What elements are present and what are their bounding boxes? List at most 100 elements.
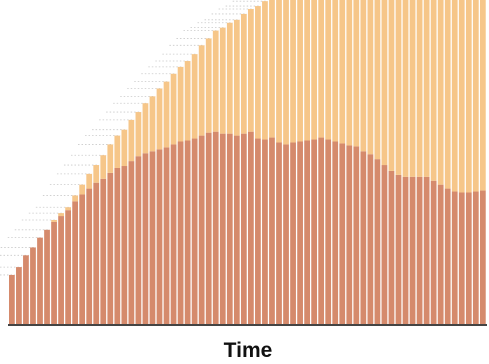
bar-segment-s2-42 <box>297 0 303 142</box>
bar-segment-s2-19 <box>135 112 142 157</box>
bar-segment-s2-44 <box>311 0 318 140</box>
bar-segment-s2-37 <box>262 1 268 140</box>
bar-segment-s2-46 <box>325 0 332 140</box>
bar-segment-s1-24 <box>170 144 177 324</box>
bar-segment-s1-56 <box>395 174 402 324</box>
bar-segment-s1-57 <box>402 176 409 324</box>
bar-segment-s2-39 <box>276 0 282 143</box>
bar-segment-s1-37 <box>262 139 268 324</box>
bar-segment-s1-42 <box>297 141 303 324</box>
bar-segment-s2-28 <box>198 45 205 136</box>
bar-segment-s2-11 <box>79 184 86 195</box>
bar-segment-s2-12 <box>86 173 93 189</box>
bar-segment-s1-16 <box>114 167 121 324</box>
bar-segment-s1-8 <box>58 216 64 324</box>
bar-segment-s1-11 <box>79 194 86 324</box>
bar-segment-s1-2 <box>16 267 22 324</box>
bar-segment-s1-7 <box>51 221 57 324</box>
bar-segment-s1-1 <box>9 274 15 324</box>
bar-segment-s2-55 <box>388 0 395 171</box>
bar-segment-s1-21 <box>149 151 156 324</box>
bar-segment-s1-33 <box>233 135 240 324</box>
bar-segment-s2-9 <box>65 207 71 211</box>
bar-segment-s2-61 <box>430 0 437 181</box>
bar-segment-s2-21 <box>149 96 156 152</box>
bar-segment-s1-12 <box>86 188 93 324</box>
bar-segment-s2-41 <box>290 0 296 143</box>
bar-segment-s1-10 <box>72 201 79 324</box>
bar-segment-s1-40 <box>283 144 289 324</box>
bar-segment-s2-20 <box>142 103 149 154</box>
bar-segment-s1-29 <box>205 132 212 324</box>
bar-segment-s2-30 <box>212 30 219 132</box>
bar-segment-s1-38 <box>269 137 275 324</box>
bar-segment-s1-52 <box>367 154 374 324</box>
bar-segment-s2-7 <box>51 219 57 222</box>
bar-segment-s1-14 <box>100 178 107 324</box>
bar-segment-s2-60 <box>423 0 430 177</box>
bar-segment-s2-17 <box>121 129 128 167</box>
bar-segment-s2-13 <box>93 165 100 183</box>
bar-segment-s2-66 <box>465 0 472 193</box>
bar-segment-s2-52 <box>367 0 374 155</box>
bar-segment-s1-39 <box>276 142 282 324</box>
bar-segment-s1-59 <box>416 176 423 324</box>
bar-segment-s1-13 <box>93 182 100 324</box>
bar-segment-s2-23 <box>163 81 170 148</box>
bar-segment-s2-59 <box>416 0 423 177</box>
bar-segment-s2-38 <box>269 0 275 138</box>
bar-segment-s2-32 <box>226 22 233 134</box>
bar-segment-s1-64 <box>451 191 458 324</box>
bar-segment-s2-14 <box>100 155 107 179</box>
bar-segment-s2-64 <box>451 0 458 192</box>
bar-segment-s1-3 <box>23 255 29 324</box>
bar-segment-s1-50 <box>353 146 360 324</box>
bar-segment-s1-34 <box>240 133 247 324</box>
bar-segment-s2-47 <box>332 0 339 142</box>
bar-segment-s2-50 <box>353 0 360 147</box>
bar-segment-s2-15 <box>107 144 114 173</box>
grid-lines <box>0 0 268 276</box>
bar-segment-s1-51 <box>360 151 367 324</box>
bar-segment-s2-58 <box>409 0 416 177</box>
bar-segment-s2-24 <box>170 73 177 145</box>
bar-segment-s1-15 <box>107 172 114 324</box>
bar-segment-s1-17 <box>121 166 128 324</box>
bar-segment-s2-68 <box>479 0 486 191</box>
bar-segment-s1-27 <box>191 138 198 324</box>
bar-segment-s1-46 <box>325 139 332 324</box>
bar-segment-s1-36 <box>255 138 261 324</box>
bar-segment-s2-33 <box>233 19 240 136</box>
bar-segment-s2-22 <box>156 88 163 150</box>
bar-segment-s2-53 <box>374 0 381 160</box>
bar-segment-s1-44 <box>311 139 318 324</box>
bar-segment-s1-67 <box>472 191 479 324</box>
bar-segment-s1-19 <box>135 156 142 324</box>
bar-segment-s1-35 <box>248 131 254 324</box>
bar-segment-s1-45 <box>318 137 325 324</box>
bar-segment-s1-65 <box>458 192 465 324</box>
bar-segment-s1-61 <box>430 180 437 324</box>
bar-segment-s1-28 <box>198 135 205 324</box>
bar-segment-s2-65 <box>458 0 465 193</box>
bar-segment-s1-60 <box>423 176 430 324</box>
bar-segment-s1-54 <box>381 165 388 324</box>
bar-segment-s1-41 <box>290 142 296 324</box>
bar-segment-s1-47 <box>332 141 339 324</box>
bar-segment-s2-25 <box>177 66 184 142</box>
bar-segment-s2-63 <box>444 0 451 189</box>
bar-segment-s1-23 <box>163 147 170 325</box>
bar-segment-s2-36 <box>255 6 261 139</box>
bar-segment-s2-43 <box>304 0 310 141</box>
bar-segment-s2-35 <box>248 9 254 132</box>
x-axis-label: Time <box>224 339 273 362</box>
bar-segment-s1-20 <box>142 153 149 324</box>
bar-segment-s1-53 <box>374 159 381 324</box>
bar-segment-s1-26 <box>184 140 191 324</box>
bar-segment-s2-67 <box>472 0 479 192</box>
bar-segment-s2-8 <box>58 213 64 217</box>
bar-segment-s1-9 <box>65 210 71 325</box>
bar-segment-s1-66 <box>465 192 472 324</box>
bar-segment-s2-56 <box>395 0 402 175</box>
